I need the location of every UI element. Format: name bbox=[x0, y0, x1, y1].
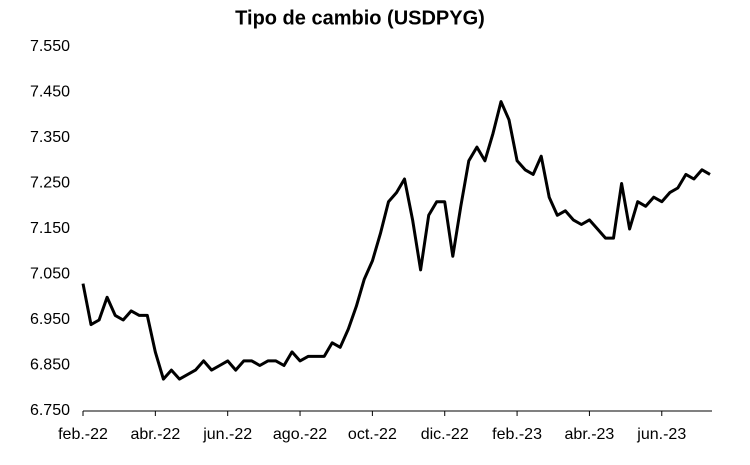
y-tick-label: 7.150 bbox=[30, 220, 70, 237]
x-tick-label: jun.-23 bbox=[636, 426, 686, 443]
y-tick-label: 7.350 bbox=[30, 129, 70, 146]
x-tick-label: ago.-22 bbox=[273, 426, 327, 443]
chart-title: Tipo de cambio (USDPYG) bbox=[235, 7, 485, 29]
y-tick-label: 6.750 bbox=[30, 402, 70, 419]
x-tick-label: feb.-22 bbox=[58, 426, 108, 443]
y-tick-label: 7.050 bbox=[30, 266, 70, 283]
y-tick-label: 7.550 bbox=[30, 38, 70, 55]
x-tick-label: abr.-22 bbox=[130, 426, 180, 443]
line-series bbox=[81, 100, 711, 381]
x-tick-label: dic.-22 bbox=[421, 426, 469, 443]
x-tick-label: oct.-22 bbox=[348, 426, 397, 443]
y-tick-label: 6.950 bbox=[30, 311, 70, 328]
y-tick-label: 7.450 bbox=[30, 84, 70, 101]
y-tick-label: 7.250 bbox=[30, 175, 70, 192]
y-tick-label: 6.850 bbox=[30, 357, 70, 374]
x-tick-label: feb.-23 bbox=[492, 426, 542, 443]
x-tick-label: jun.-22 bbox=[202, 426, 252, 443]
x-tick-label: abr.-23 bbox=[565, 426, 615, 443]
